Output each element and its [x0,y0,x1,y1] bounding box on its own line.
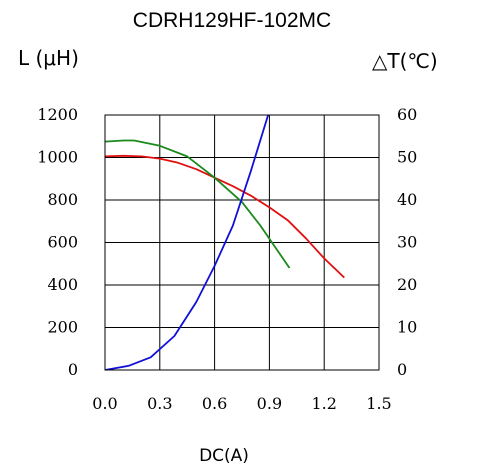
left-tick-label: 400 [47,275,78,294]
series-group [105,115,345,370]
x-tick-label: 0.9 [257,394,282,413]
right-tick-label: 30 [397,233,417,252]
right-tick-label: 10 [397,318,417,337]
left-axis-label: L (μH) [18,46,79,70]
left-tick-label: 800 [47,190,78,209]
x-tick-label: 0.6 [202,394,227,413]
plot-frame [104,114,380,371]
right-tick-label: 20 [397,275,417,294]
inductance-green-line [105,139,291,269]
right-tick-label: 50 [397,148,417,167]
left-tick-label: 1200 [37,105,78,124]
tick-labels: 0.0 0.3 0.6 0.9 1.2 1.5 0 200 400 600 800 1000 1200 0… [37,105,417,413]
left-tick-label: 1000 [37,148,78,167]
left-tick-label: 200 [47,318,78,337]
right-axis-label: △T(℃) [372,49,438,73]
right-tick-label: 60 [397,105,417,124]
left-tick-label: 0 [68,360,78,379]
temperature-rise-line [105,115,270,370]
right-tick-label: 40 [397,190,417,209]
right-tick-label: 0 [397,360,407,379]
left-tick-label: 600 [47,233,78,252]
chart-title: CDRH129HF-102MC [133,9,331,32]
grid [104,114,380,371]
x-tick-label: 1.5 [366,394,391,413]
inductance-red-line [105,154,345,279]
x-tick-label: 1.2 [311,394,336,413]
x-tick-label: 0.0 [92,394,117,413]
x-tick-label: 0.3 [147,394,172,413]
x-axis-label: DC(A) [199,446,249,466]
